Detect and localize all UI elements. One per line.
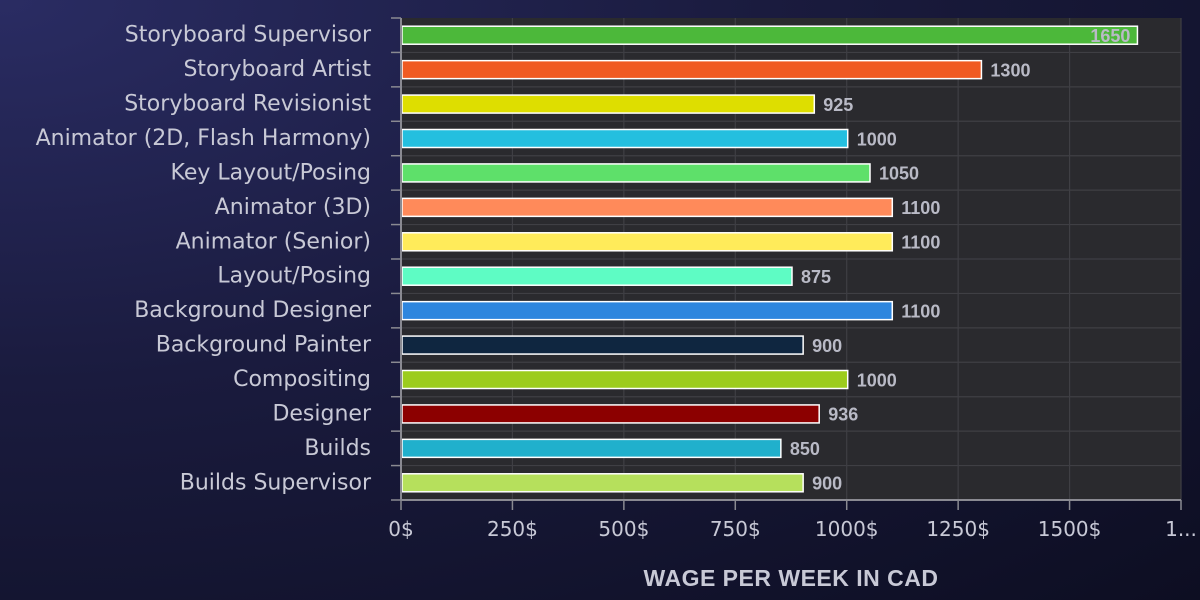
category-label: Storyboard Revisionist xyxy=(124,92,371,117)
value-label: 900 xyxy=(812,336,842,356)
bar xyxy=(401,369,849,390)
category-label: Builds xyxy=(304,436,371,461)
value-label: 925 xyxy=(823,95,853,115)
x-tick-label: 500$ xyxy=(598,517,649,541)
bar xyxy=(401,59,983,80)
value-label: 1650 xyxy=(1090,26,1130,46)
value-label: 1000 xyxy=(857,129,897,149)
bar xyxy=(401,163,871,183)
bar xyxy=(401,473,804,493)
category-labels: Storyboard Supervisor Storyboard Artist St… xyxy=(36,23,372,496)
value-label: 850 xyxy=(790,439,820,459)
bar xyxy=(401,335,804,355)
bar xyxy=(401,404,820,424)
category-label: Background Designer xyxy=(134,298,372,323)
category-label: Background Painter xyxy=(156,333,372,358)
bar xyxy=(401,300,894,321)
value-label: 900 xyxy=(812,474,842,494)
category-label: Animator (2D, Flash Harmony) xyxy=(36,126,371,151)
category-label: Builds Supervisor xyxy=(180,470,372,495)
x-axis-title: WAGE PER WEEK IN CAD xyxy=(644,565,939,591)
value-label: 875 xyxy=(801,267,831,287)
x-tick-label: 1... xyxy=(1165,517,1197,541)
bar xyxy=(401,25,1139,45)
value-label: 1050 xyxy=(879,164,919,184)
x-tick-label: 1500$ xyxy=(1038,517,1102,541)
category-label: Animator (Senior) xyxy=(176,229,371,254)
x-tick-label: 1250$ xyxy=(926,517,990,541)
category-label: Storyboard Artist xyxy=(183,57,371,82)
bar xyxy=(401,128,849,149)
category-label: Animator (3D) xyxy=(215,195,371,220)
bar xyxy=(401,438,782,459)
value-label: 1100 xyxy=(901,301,940,321)
value-label: 936 xyxy=(828,405,858,425)
category-label: Layout/Posing xyxy=(217,264,371,289)
category-label: Compositing xyxy=(233,367,371,392)
bar xyxy=(401,232,894,252)
x-tick-labels: 0$ 250$ 500$ 750$ 1000$ 1250$ 1500$ 1... xyxy=(388,517,1197,541)
value-labels: 1650130092510001050110011008751100900100… xyxy=(790,26,1131,494)
value-label: 1100 xyxy=(901,233,940,253)
value-label: 1300 xyxy=(990,60,1030,80)
category-label: Storyboard Supervisor xyxy=(125,23,372,48)
x-tick-label: 250$ xyxy=(487,517,538,541)
value-label: 1100 xyxy=(901,198,940,218)
value-label: 1000 xyxy=(857,370,897,390)
category-label: Designer xyxy=(272,401,371,426)
bar xyxy=(401,94,816,114)
category-label: Key Layout/Posing xyxy=(170,160,371,185)
bar xyxy=(401,197,894,218)
x-tick-label: 1000$ xyxy=(815,517,879,541)
x-tick-label: 750$ xyxy=(710,517,761,541)
bar xyxy=(401,266,793,286)
bars xyxy=(401,25,1139,493)
x-tick-label: 0$ xyxy=(388,517,413,541)
